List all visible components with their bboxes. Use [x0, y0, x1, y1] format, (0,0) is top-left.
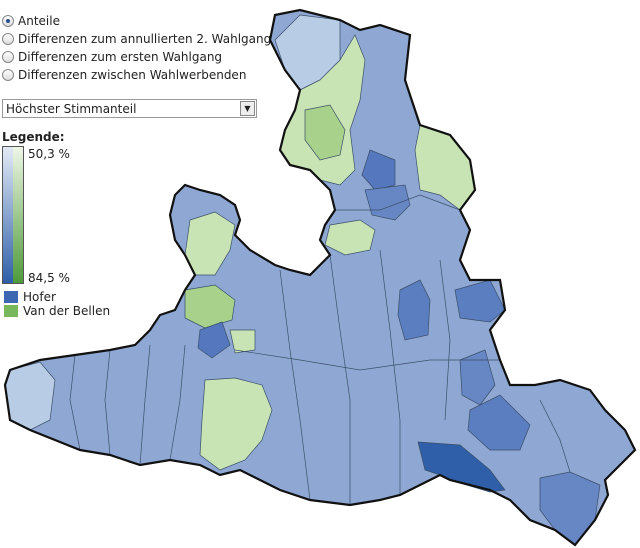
border [279, 269, 311, 501]
border [439, 259, 451, 421]
region [454, 279, 506, 323]
radio-label: Differenzen zwischen Wahlwerbenden [18, 67, 247, 82]
state-border [3, 8, 637, 547]
radio-button[interactable] [2, 14, 14, 27]
region [459, 349, 496, 406]
legend-swatch [4, 305, 18, 317]
radio-button[interactable] [2, 68, 14, 81]
region [274, 14, 341, 91]
dropdown[interactable]: Höchster Stimmanteil ▼ [2, 99, 257, 118]
legend-bottom-label: 84,5 % [28, 271, 70, 285]
legend-title: Legende: [2, 130, 65, 144]
dropdown-arrow[interactable]: ▼ [240, 101, 255, 116]
legend-top-label: 50,3 % [28, 147, 70, 161]
region [229, 329, 256, 354]
radio-label: Anteile [18, 13, 60, 28]
region [324, 219, 376, 256]
region [414, 124, 476, 211]
region [199, 377, 273, 471]
legend-label: Van der Bellen [23, 304, 111, 318]
region [467, 394, 531, 451]
radio-option[interactable]: Anteile [2, 12, 60, 29]
border [104, 349, 111, 456]
border [139, 344, 151, 466]
region [4, 361, 56, 431]
radio-button[interactable] [2, 32, 14, 45]
legend-entry: Hofer [4, 290, 56, 304]
radio-option[interactable]: Differenzen zwischen Wahlwerbenden [2, 66, 246, 83]
radio-label: Differenzen zum ersten Wahlgang [18, 49, 223, 64]
border [539, 399, 571, 473]
legend-entry: Van der Bellen [4, 304, 110, 318]
municipalities [4, 9, 636, 546]
region [361, 149, 396, 191]
legend-swatch [4, 291, 18, 303]
legend-label: Hofer [23, 290, 56, 304]
region [4, 9, 636, 546]
region [364, 184, 411, 221]
region [184, 284, 236, 329]
region [184, 211, 236, 276]
radio-option[interactable]: Differenzen zum ersten Wahlgang [2, 48, 222, 65]
border [169, 344, 186, 461]
radio-option[interactable]: Differenzen zum annullierten 2. Wahlgang [2, 30, 271, 47]
border [69, 354, 81, 451]
border [234, 349, 500, 371]
radio-label: Differenzen zum annullierten 2. Wahlgang [18, 31, 272, 46]
region [417, 441, 506, 493]
region [197, 321, 231, 359]
region [539, 471, 601, 546]
radio-button[interactable] [2, 50, 14, 63]
legend-gradient [2, 146, 24, 284]
border [335, 194, 461, 211]
border [379, 249, 401, 495]
dropdown-text: Höchster Stimmanteil [6, 101, 137, 116]
region [397, 279, 431, 341]
region [279, 34, 366, 186]
region [304, 104, 346, 161]
border [329, 254, 351, 505]
